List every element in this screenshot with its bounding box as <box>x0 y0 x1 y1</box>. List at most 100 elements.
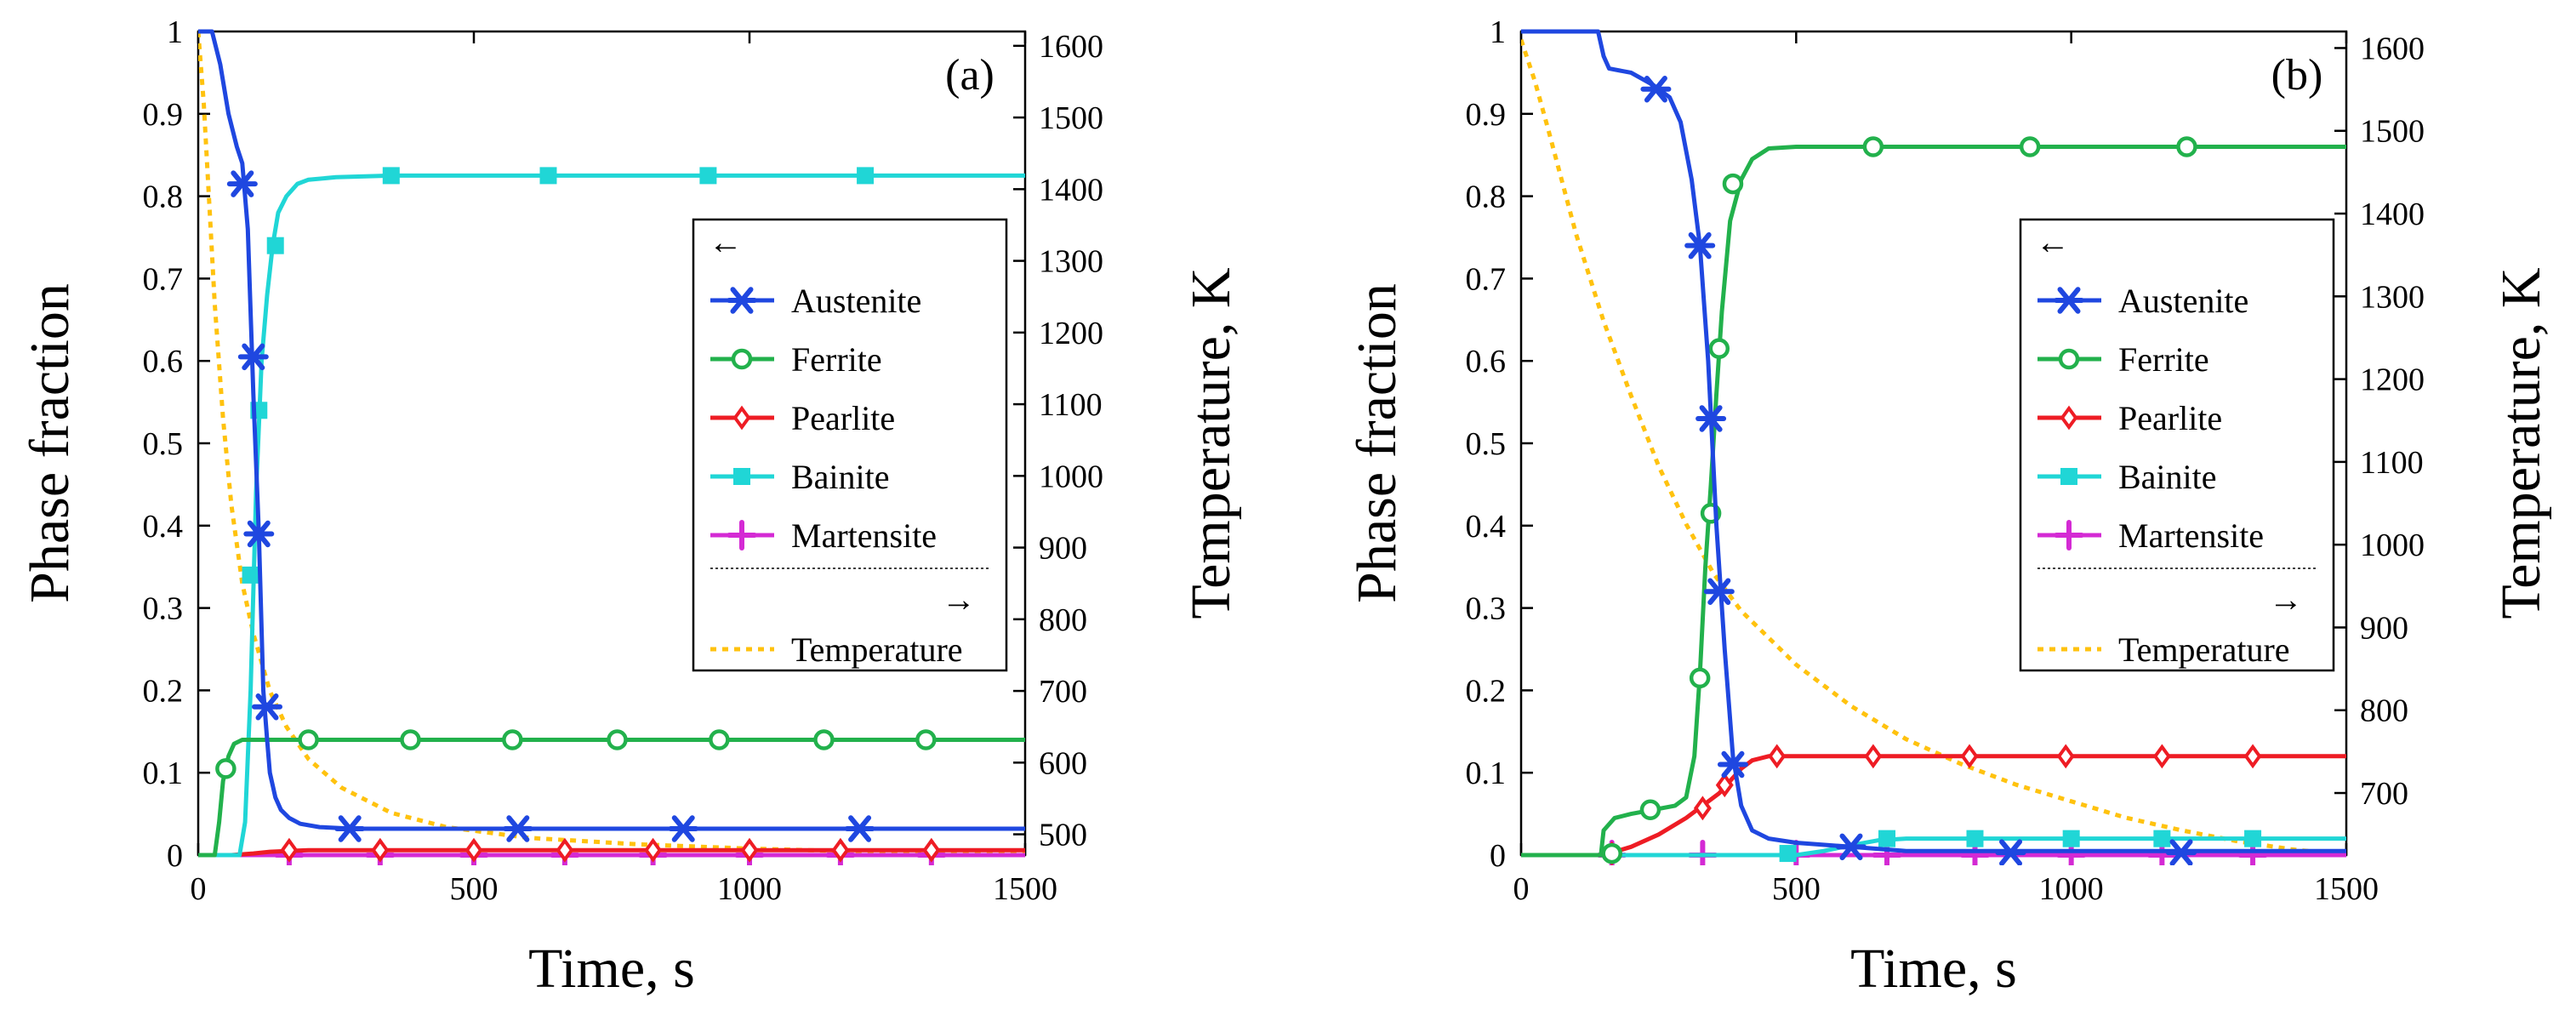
series-austenite-marker <box>237 343 269 371</box>
legend-ferrite-label: Ferrite <box>2118 340 2209 379</box>
y-tick-label: 0.1 <box>143 756 184 791</box>
y-tick-label: 0.1 <box>1466 756 1507 791</box>
y-tick-label: 0.4 <box>1466 509 1507 545</box>
series-ferrite-marker <box>2176 136 2197 157</box>
series-austenite-line <box>1521 29 2346 853</box>
legend-ferrite-marker <box>731 348 753 370</box>
legend-ferrite-marker <box>2058 348 2080 370</box>
y2-tick-label: 1300 <box>1039 244 1103 280</box>
y2-tick-label: 1000 <box>1039 459 1103 494</box>
y2-tick-label: 900 <box>2360 610 2408 646</box>
series-bainite-marker <box>2244 830 2262 847</box>
series-bainite-marker <box>1966 830 1984 847</box>
y2-tick-label: 1400 <box>1039 172 1103 208</box>
y-tick-label: 0.6 <box>1466 344 1507 379</box>
series-bainite-marker <box>1878 830 1896 847</box>
legend-right-arrow: → <box>942 580 976 619</box>
y-tick-label: 0.9 <box>1466 97 1507 133</box>
y-tick-label: 0.7 <box>143 261 184 297</box>
y-tick-label: 0.2 <box>143 673 184 709</box>
series-austenite-marker <box>1717 750 1748 779</box>
y2-tick-label: 1600 <box>1039 29 1103 65</box>
series-austenite-marker <box>2166 839 2197 865</box>
legend-martensite-label: Martensite <box>2118 516 2264 555</box>
y-tick-label: 0.8 <box>1466 180 1507 215</box>
series-pearlite-marker <box>922 837 941 863</box>
y-tick-label: 0.2 <box>1466 673 1507 709</box>
y2-tick-label: 1100 <box>2360 445 2424 481</box>
legend-temperature-label: Temperature <box>791 630 963 669</box>
y2-tick-label: 900 <box>1039 531 1087 567</box>
series-austenite-marker <box>502 815 533 842</box>
series-austenite-marker <box>1836 833 1866 861</box>
y2-tick-label: 1200 <box>2360 362 2425 398</box>
series-bainite-marker <box>2153 830 2171 847</box>
series-ferrite-marker <box>1601 842 1622 864</box>
series-pearlite-marker <box>556 837 574 863</box>
y2-tick-label: 700 <box>1039 674 1087 710</box>
legend-left-arrow: ← <box>709 223 743 261</box>
legend-austenite-marker <box>2054 287 2084 314</box>
legend-martensite-marker <box>727 520 757 550</box>
series-pearlite-marker <box>644 837 663 863</box>
series-ferrite-marker <box>400 729 421 750</box>
series-ferrite-marker <box>915 729 937 750</box>
series-pearlite-marker <box>464 837 483 863</box>
y2-tick-label: 1200 <box>1039 316 1103 351</box>
series-ferrite-marker <box>607 729 628 750</box>
y-tick-label: 0.4 <box>143 509 184 545</box>
series-ferrite-marker <box>813 729 835 750</box>
series-pearlite-marker <box>280 837 299 863</box>
series-ferrite-marker <box>709 729 730 750</box>
series-pearlite-marker <box>2243 744 2262 769</box>
y-tick-label: 0 <box>1490 838 1506 874</box>
y-tick-label: 0.6 <box>143 344 184 379</box>
series-austenite-marker <box>226 170 258 197</box>
series-austenite-marker <box>1703 578 1735 605</box>
legend: ← Austenite Ferrite Pearlite Bainite Martensi… <box>2019 218 2335 672</box>
legend-right-arrow: → <box>2269 580 2303 619</box>
y-tick-label: 0.7 <box>1466 261 1507 297</box>
x-tick-label: 1000 <box>2039 871 2104 907</box>
y2-tick-label: 1000 <box>2360 528 2425 563</box>
legend-bainite-label: Bainite <box>791 458 890 496</box>
series-ferrite-line <box>198 738 1025 858</box>
legend-martensite-label: Martensite <box>791 516 937 555</box>
y2-tick-label: 800 <box>2360 693 2408 729</box>
y2-tick-label: 1600 <box>2360 31 2425 66</box>
series-bainite-marker <box>699 167 717 185</box>
y2-axis-label: Temperature, K <box>2490 267 2552 619</box>
series-bainite-marker <box>1779 845 1797 863</box>
series-bainite-marker <box>266 237 284 254</box>
x-tick-label: 0 <box>1513 871 1530 907</box>
series-austenite-marker <box>1640 76 1672 103</box>
y2-tick-label: 800 <box>1039 602 1087 638</box>
series-pearlite-marker <box>831 837 850 863</box>
panel-label: (b) <box>2271 51 2323 100</box>
series-austenite-marker <box>1695 405 1727 432</box>
plot-data <box>1521 29 2346 865</box>
x-axis-label: Time, s <box>1850 938 2017 1000</box>
legend-pearlite-marker <box>2060 405 2078 431</box>
legend-bainite-label: Bainite <box>2118 458 2217 496</box>
y2-tick-label: 500 <box>1039 818 1087 853</box>
legend-martensite-marker <box>2054 520 2084 550</box>
series-temperature-line <box>1521 38 2346 858</box>
series-bainite-marker <box>242 566 259 584</box>
series-pearlite-marker <box>371 837 390 863</box>
y2-tick-label: 1500 <box>1039 100 1103 136</box>
legend-temperature-label: Temperature <box>2118 630 2290 669</box>
legend-austenite-label: Austenite <box>2118 282 2248 320</box>
series-pearlite-marker <box>740 837 759 863</box>
legend-bainite-marker <box>2060 468 2077 485</box>
series-austenite-marker <box>1684 231 1716 260</box>
y2-axis-label: Temperature, K <box>1180 267 1242 619</box>
y-tick-label: 0.9 <box>143 97 184 133</box>
y-tick-label: 0.3 <box>143 591 184 627</box>
legend-bainite-marker <box>733 468 750 485</box>
x-tick-label: 1500 <box>993 871 1057 907</box>
x-tick-label: 500 <box>450 871 499 907</box>
series-temperature-line <box>198 31 1025 856</box>
legend-pearlite-label: Pearlite <box>791 399 895 437</box>
series-pearlite-marker <box>1715 773 1734 798</box>
